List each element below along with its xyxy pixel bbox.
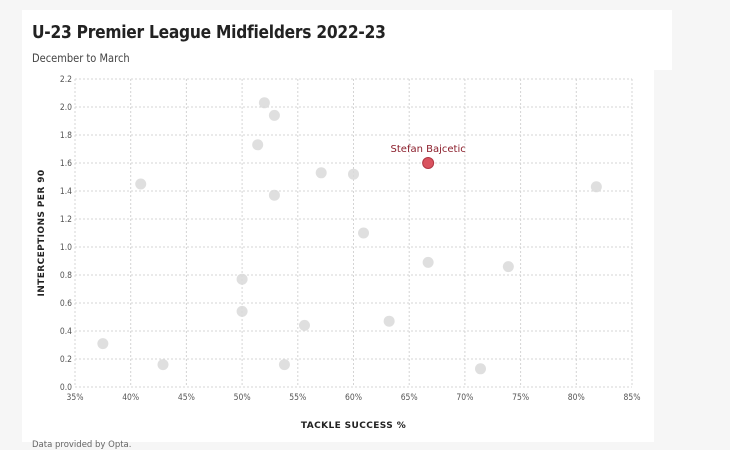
x-axis-title: TACKLE SUCCESS % — [301, 421, 406, 431]
y-tick-label: 1.2 — [60, 215, 72, 225]
scatter-point[interactable] — [268, 189, 280, 201]
scatter-point[interactable] — [358, 227, 370, 239]
y-tick-label: 0.6 — [60, 299, 72, 309]
grid-layer — [74, 78, 633, 388]
x-tick-label: 35% — [67, 393, 84, 403]
y-tick-label: 1.6 — [60, 159, 72, 169]
x-tick-label: 50% — [234, 393, 251, 403]
x-tick-label: 60% — [345, 393, 362, 403]
data-source-note: Data provided by Opta. — [32, 440, 132, 450]
scatter-point[interactable] — [97, 338, 109, 350]
scatter-point[interactable] — [502, 261, 514, 273]
y-tick-label: 1.8 — [60, 131, 72, 141]
y-tick-label: 1.4 — [60, 187, 72, 197]
y-tick-label: 1.0 — [60, 243, 72, 253]
y-tick-label: 2.2 — [60, 75, 72, 85]
x-tick-label: 70% — [456, 393, 473, 403]
scatter-point[interactable] — [268, 109, 280, 121]
scatter-point[interactable] — [298, 319, 310, 331]
chart-subtitle: December to March — [32, 51, 130, 65]
chart-card — [22, 10, 654, 442]
side-strip — [654, 10, 672, 70]
highlight-label: Stefan Bajcetic — [391, 144, 466, 155]
scatter-point[interactable] — [278, 359, 290, 371]
x-tick-label: 55% — [289, 393, 306, 403]
y-tick-label: 0.0 — [60, 383, 72, 393]
x-tick-label: 80% — [568, 393, 585, 403]
y-axis-title: INTERCEPTIONS PER 90 — [37, 169, 47, 296]
scatter-point[interactable] — [157, 359, 169, 371]
scatter-point[interactable] — [422, 256, 434, 268]
scatter-point[interactable] — [236, 273, 248, 285]
data-points: Stefan Bajcetic — [97, 97, 602, 375]
scatter-point[interactable] — [258, 97, 270, 109]
scatter-point[interactable] — [315, 167, 327, 179]
y-tick-label: 0.8 — [60, 271, 72, 281]
scatter-point[interactable] — [135, 178, 147, 190]
scatter-point[interactable] — [348, 168, 359, 180]
chart-title: U-23 Premier League Midfielders 2022-23 — [32, 22, 386, 43]
scatter-point[interactable] — [590, 181, 602, 193]
scatter-point[interactable] — [383, 315, 395, 327]
scatter-point[interactable] — [252, 139, 264, 151]
x-tick-label: 85% — [624, 393, 641, 403]
y-tick-label: 0.2 — [60, 355, 72, 365]
scatter-point[interactable] — [236, 305, 248, 317]
x-tick-label: 45% — [178, 393, 195, 403]
y-tick-label: 2.0 — [60, 103, 72, 113]
scatter-point[interactable] — [474, 363, 486, 375]
x-tick-label: 65% — [401, 393, 418, 403]
x-tick-label: 75% — [512, 393, 529, 403]
tick-labels: 35% 40% 45% 50% 55% 60% 65% 70% 75% 80% 85% 0.0 0.2 0… — [60, 75, 641, 403]
x-tick-label: 40% — [122, 393, 139, 403]
y-tick-label: 0.4 — [60, 327, 72, 337]
highlight-point[interactable] — [422, 157, 435, 169]
